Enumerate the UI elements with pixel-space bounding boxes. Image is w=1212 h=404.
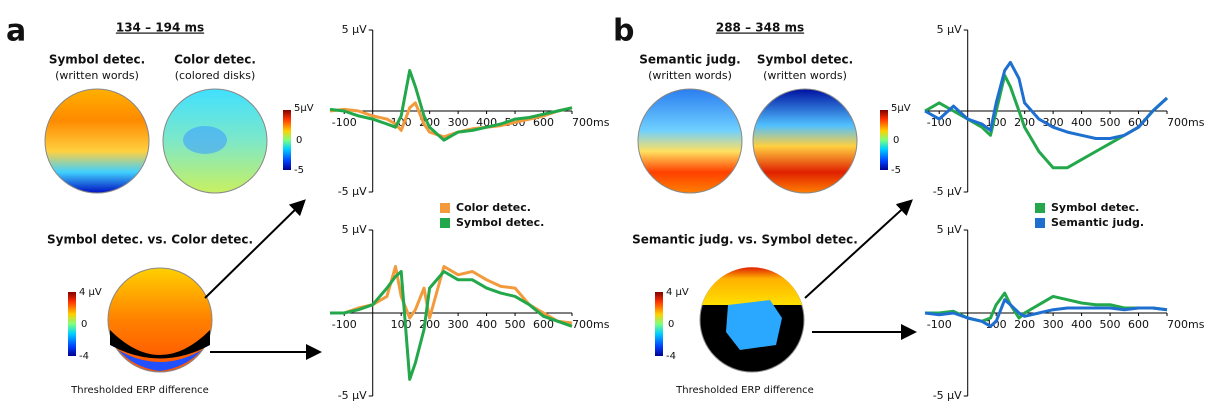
colorbar-label: -4: [666, 351, 676, 362]
line-series: [924, 60, 1169, 140]
x-tick-label: -100: [927, 318, 952, 331]
colorbar: [283, 110, 291, 170]
x-tick-label: 200: [1014, 318, 1035, 331]
x-tick-label: 600: [1128, 318, 1149, 331]
legend-label: Semantic judg.: [1051, 216, 1144, 229]
colorbar: [655, 292, 663, 356]
colorbar-label: 5µV: [891, 103, 911, 114]
colorbar-label: 0: [81, 319, 87, 330]
x-tick-label: 100: [391, 318, 412, 331]
x-tick-label: 700ms: [1167, 318, 1205, 331]
colorbar: [68, 292, 76, 356]
colorbar-label: 4 µV: [79, 287, 102, 298]
x-tick-label: -100: [927, 116, 952, 129]
x-tick-label: 400: [1071, 318, 1092, 331]
colorbar-label: -5: [891, 165, 901, 176]
panel-letter: a: [6, 14, 26, 49]
time-window: 288 – 348 ms: [716, 21, 804, 35]
x-tick-label: 300: [448, 318, 469, 331]
x-tick-label: 600: [533, 318, 554, 331]
topomap-region: [183, 126, 227, 154]
map-subtitle: (written words): [648, 69, 732, 82]
line-series: [330, 265, 573, 325]
colorbar-label: 4 µV: [666, 287, 689, 298]
colorbar-label: 0: [296, 135, 302, 146]
topomap-region: [726, 300, 782, 350]
line-series: [924, 298, 1168, 328]
arrow: [804, 199, 913, 299]
y-tick-label: 5 µV: [937, 223, 962, 236]
caption: Thresholded ERP difference: [70, 385, 209, 396]
panel-letter: b: [613, 14, 634, 49]
map-subtitle: (colored disks): [175, 69, 256, 82]
legend-swatch: [440, 218, 450, 228]
topomap: [752, 88, 858, 194]
map-title: Symbol detec.: [49, 53, 145, 67]
y-tick-label: 5 µV: [937, 23, 962, 36]
contrast-title: Symbol detec. vs. Color detec.: [47, 233, 253, 247]
x-tick-label: 400: [476, 318, 497, 331]
map-title: Color detec.: [174, 53, 256, 67]
x-tick-label: 100: [986, 318, 1007, 331]
topomap-region: [118, 350, 202, 371]
colorbar-label: 0: [893, 135, 899, 146]
y-tick-label: -5 µV: [933, 389, 962, 402]
x-tick-label: 400: [1071, 116, 1092, 129]
colorbar-label: 0: [668, 319, 674, 330]
legend-swatch: [1035, 203, 1045, 213]
y-tick-label: 5 µV: [342, 223, 367, 236]
x-tick-label: 700ms: [1167, 116, 1205, 129]
x-tick-label: 300: [448, 116, 469, 129]
arrow: [204, 199, 306, 299]
line-series: [329, 69, 573, 142]
x-tick-label: 600: [533, 116, 554, 129]
x-tick-label: 200: [1014, 116, 1035, 129]
map-subtitle: (written words): [55, 69, 139, 82]
x-tick-label: 200: [419, 318, 440, 331]
legend-label: Symbol detec.: [456, 216, 544, 229]
x-tick-label: 500: [505, 318, 526, 331]
topomap: [44, 88, 150, 194]
x-tick-label: 700ms: [572, 318, 610, 331]
y-tick-label: -5 µV: [933, 185, 962, 198]
x-tick-label: 500: [1100, 318, 1121, 331]
line-series: [329, 101, 573, 139]
x-tick-label: 300: [1043, 318, 1064, 331]
x-tick-label: 100: [986, 116, 1007, 129]
map-subtitle: (written words): [763, 69, 847, 82]
time-window: 134 – 194 ms: [116, 21, 204, 35]
y-tick-label: -5 µV: [338, 389, 367, 402]
colorbar-label: -4: [79, 351, 89, 362]
x-tick-label: 700ms: [572, 116, 610, 129]
x-tick-label: 500: [1100, 116, 1121, 129]
topomap: [637, 88, 743, 194]
legend-swatch: [1035, 218, 1045, 228]
colorbar-label: 5µV: [294, 103, 314, 114]
legend-label: Symbol detec.: [1051, 201, 1139, 214]
y-tick-label: -5 µV: [338, 185, 367, 198]
legend-swatch: [440, 203, 450, 213]
map-title: Semantic judg.: [639, 53, 740, 67]
colorbar-label: -5: [294, 165, 304, 176]
line-series: [330, 270, 573, 381]
legend-label: Color detec.: [456, 201, 531, 214]
y-tick-label: 5 µV: [342, 23, 367, 36]
threshold-mask: [110, 330, 210, 359]
contrast-title: Semantic judg. vs. Symbol detec.: [632, 233, 858, 247]
x-tick-label: -100: [332, 116, 357, 129]
colorbar: [880, 110, 888, 170]
map-title: Symbol detec.: [757, 53, 853, 67]
caption: Thresholded ERP difference: [675, 385, 814, 396]
x-tick-label: -100: [332, 318, 357, 331]
topomap-region: [702, 267, 802, 305]
diff-topomap: [107, 267, 213, 373]
